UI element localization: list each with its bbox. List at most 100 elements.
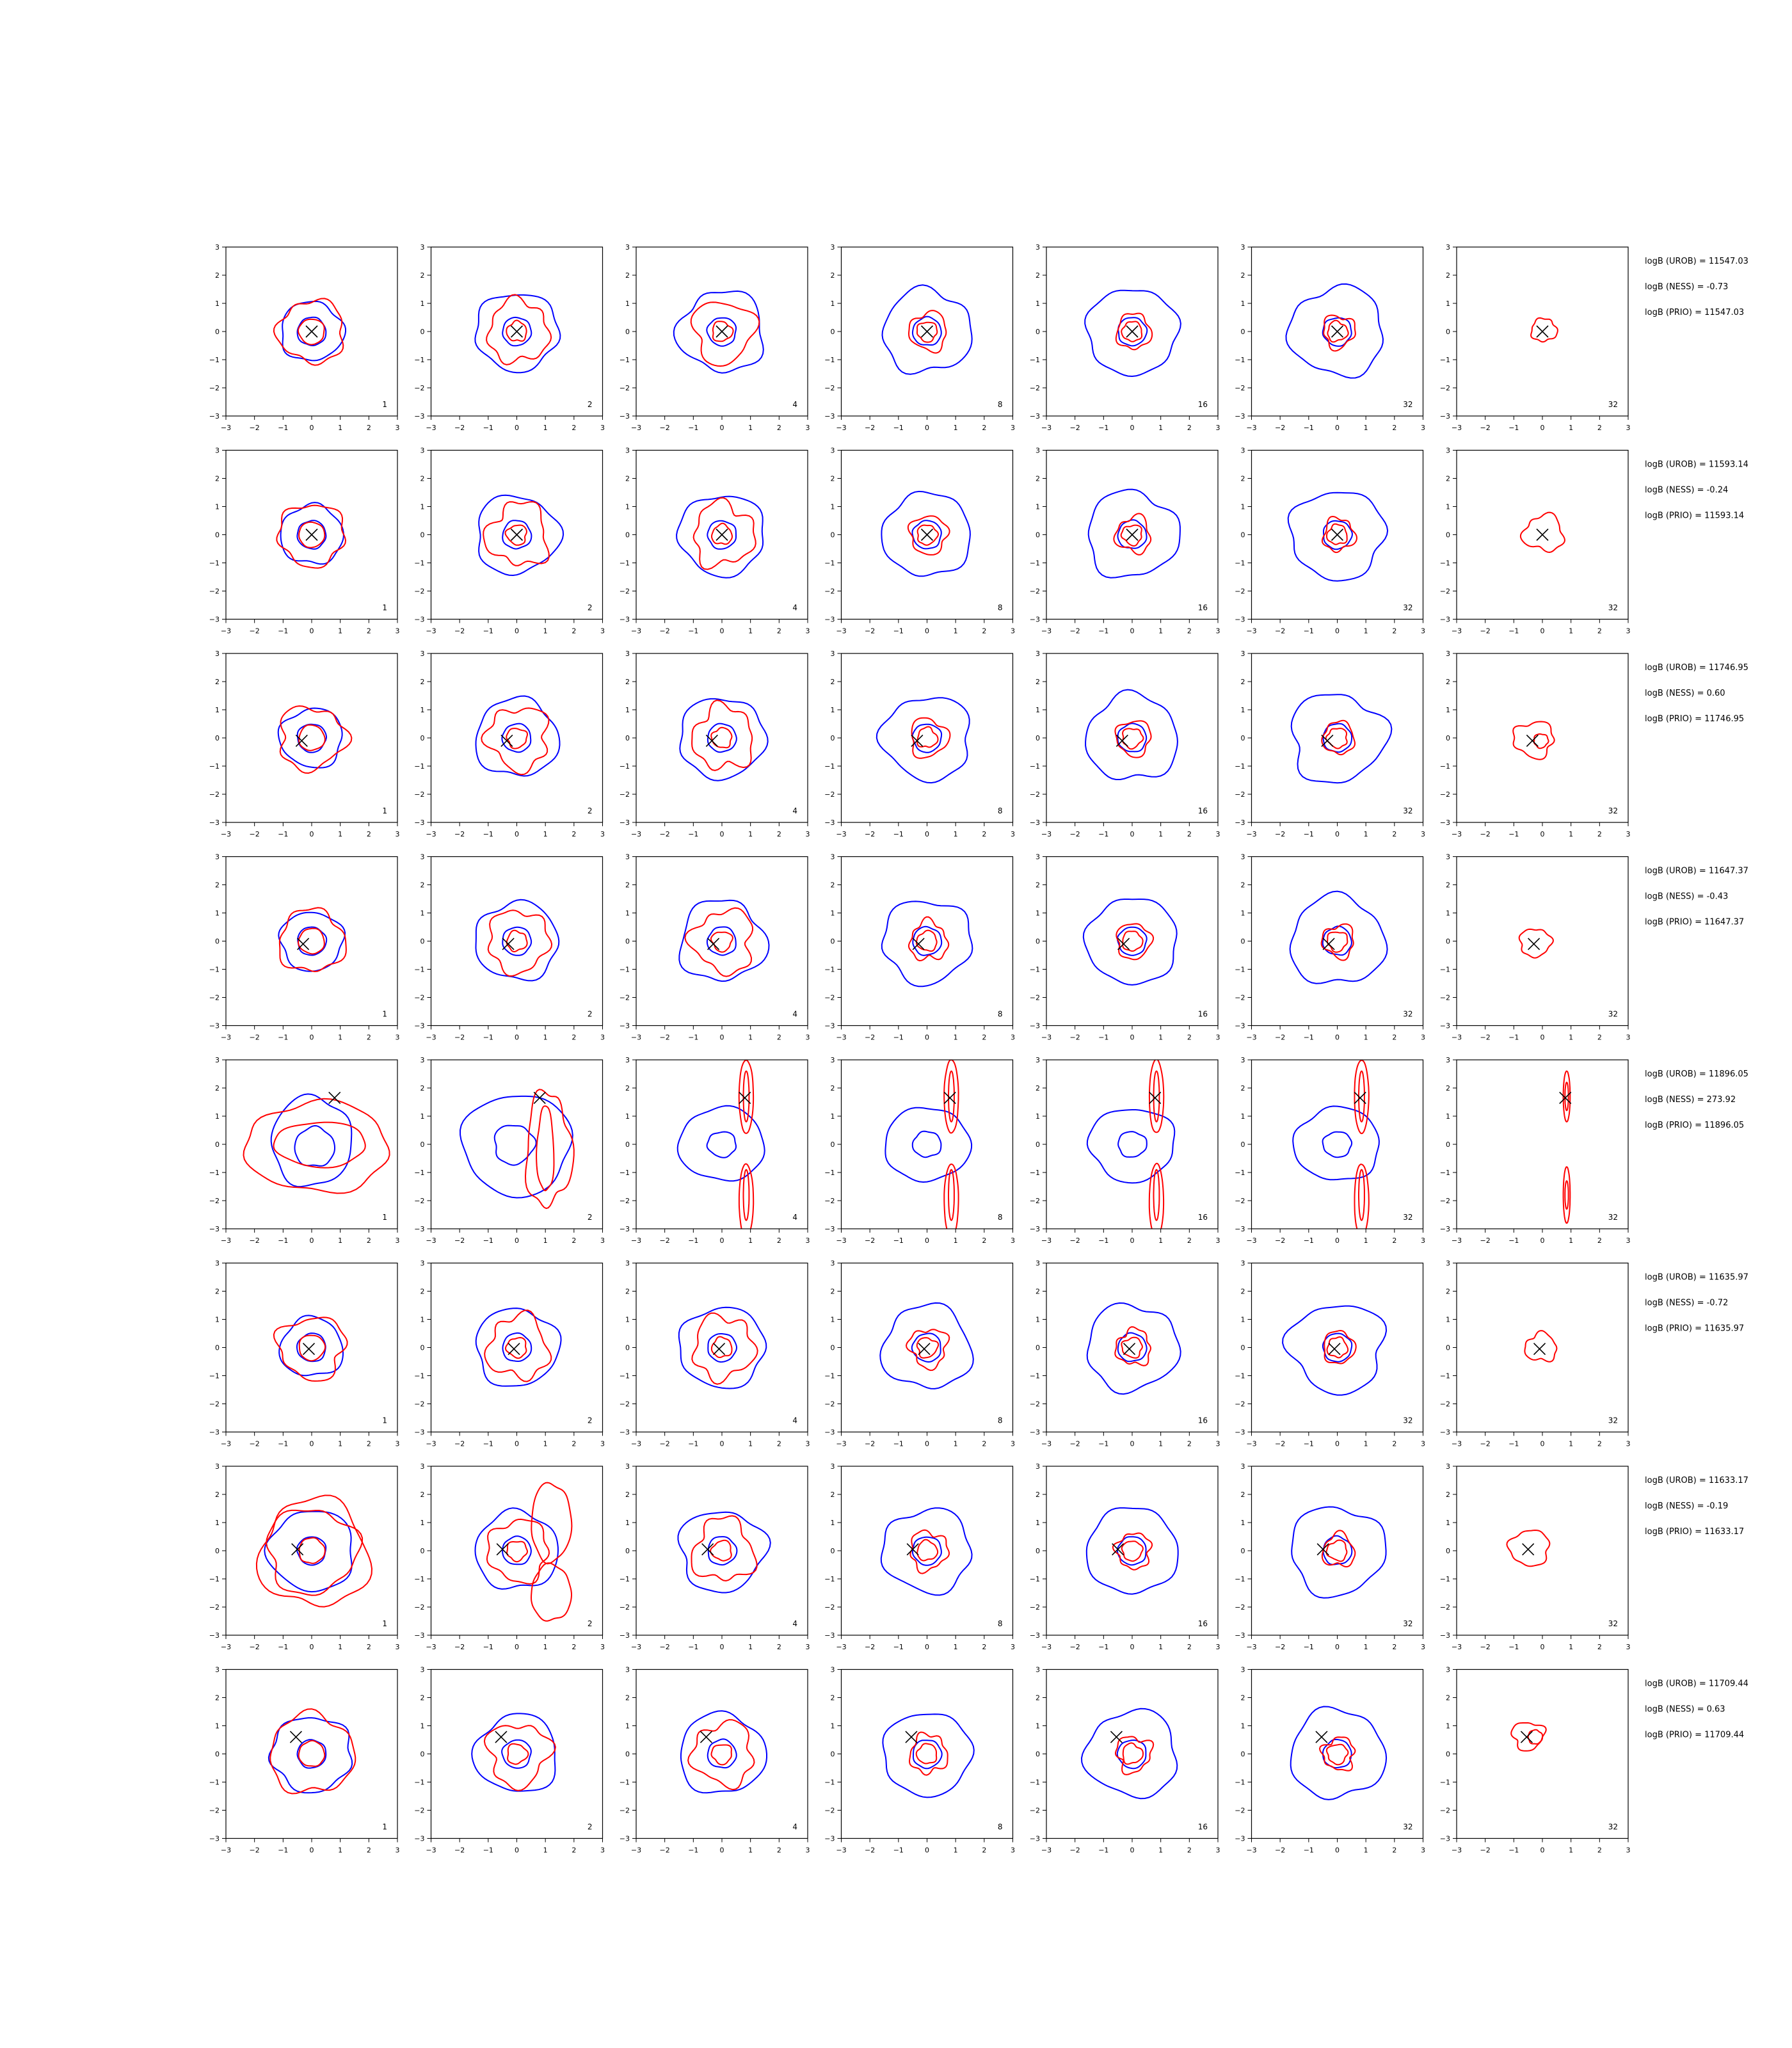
x-tick-label: −2 xyxy=(1275,1643,1285,1651)
y-tick-label: 2 xyxy=(420,475,425,483)
x-tick-label: −1 xyxy=(1508,830,1519,838)
y-tick-label: 3 xyxy=(1241,1666,1245,1674)
blue-contour-line xyxy=(501,1739,532,1769)
panel-r4-c4: −3−3 −2 −2 −1 −1 0 0 1 1 2 2 3 3 8 xyxy=(824,853,1015,1042)
y-tick-label: 3 xyxy=(625,1056,630,1064)
y-tick-label: −3 xyxy=(414,1428,424,1437)
axes-frame xyxy=(840,1466,1014,1636)
y-tick-label: −3 xyxy=(414,1631,424,1640)
y-tick-label: −1 xyxy=(620,1779,630,1787)
y-tick-label: −1 xyxy=(824,1372,835,1380)
x-tick-label: 0 xyxy=(515,1440,519,1448)
blue-contour-line xyxy=(1117,723,1148,753)
blue-contour-line xyxy=(1322,1131,1353,1158)
logB-stat-3: logB (PRIO) = 11593.14 xyxy=(1645,511,1744,521)
panel-sample-count: 8 xyxy=(998,1416,1003,1425)
y-tick-label: 2 xyxy=(215,881,220,890)
x-tick-label: 0 xyxy=(1335,1236,1340,1245)
x-tick-label: −1 xyxy=(1304,1236,1314,1245)
contours xyxy=(1291,1506,1387,1599)
panel-r5-c3: −3−3 −2 −2 −1 −1 0 0 1 1 2 2 3 3 4 xyxy=(620,1056,810,1245)
x-tick-label: 2 xyxy=(1392,627,1396,636)
y-tick-label: −1 xyxy=(620,1575,630,1583)
y-tick-label: 1 xyxy=(831,909,835,918)
panel-sample-count: 16 xyxy=(1198,1823,1208,1832)
x-tick-label: −2 xyxy=(454,424,465,432)
x-tick-label: 3 xyxy=(1421,830,1425,838)
y-tick-label: 2 xyxy=(1036,881,1040,890)
axes-frame xyxy=(840,1059,1014,1229)
y-tick-label: −3 xyxy=(824,616,835,624)
panel-sample-count: 4 xyxy=(792,1416,797,1425)
blue-contour-line xyxy=(296,520,327,550)
x-tick-label: −1 xyxy=(1098,830,1108,838)
x-tick-label: −2 xyxy=(1275,1440,1285,1448)
x-tick-label: −1 xyxy=(1098,1034,1108,1042)
blue-contour-line xyxy=(1117,1131,1148,1158)
contours xyxy=(677,1511,771,1594)
x-tick-label: −3 xyxy=(221,830,231,838)
y-tick-label: 0 xyxy=(1036,1750,1040,1759)
y-tick-label: 1 xyxy=(831,1722,835,1731)
red-contour-line xyxy=(506,929,528,953)
contours xyxy=(243,1093,390,1194)
y-tick-label: −2 xyxy=(1235,1400,1245,1409)
y-tick-label: −3 xyxy=(1235,819,1245,827)
logB-stat-1: logB (UROB) = 11633.17 xyxy=(1645,1476,1748,1485)
x-tick-label: 3 xyxy=(1216,1643,1220,1651)
x-tick-label: −2 xyxy=(454,1034,465,1042)
contours xyxy=(881,490,971,577)
panel-sample-count: 32 xyxy=(1608,604,1618,612)
axes-frame xyxy=(1251,1668,1424,1839)
y-tick-label: 3 xyxy=(1036,1056,1040,1064)
marker-cross xyxy=(911,734,924,747)
x-tick-label: −1 xyxy=(278,424,288,432)
marker-cross xyxy=(920,528,934,541)
red-contour-line xyxy=(504,1336,527,1359)
y-tick-label: 2 xyxy=(831,1084,835,1092)
y-tick-label: 3 xyxy=(1036,447,1040,455)
y-tick-label: 1 xyxy=(1241,300,1245,308)
y-tick-label: 3 xyxy=(215,1260,220,1268)
x-tick-label: 2 xyxy=(1392,1236,1396,1245)
x-tick-label: 3 xyxy=(1421,1236,1425,1245)
y-tick-label: −2 xyxy=(1235,994,1245,1002)
y-tick-label: −1 xyxy=(1235,1169,1245,1177)
y-tick-label: 0 xyxy=(215,734,220,742)
red-contour-line xyxy=(710,1336,733,1358)
axes-frame xyxy=(636,1668,808,1839)
red-contour-line xyxy=(481,707,550,776)
panel-row-4: −3−3−2−2−1−1001122331−3−3−2−2−1−10011223… xyxy=(209,853,1748,1042)
x-tick-label: 0 xyxy=(310,1846,314,1855)
x-tick-label: −1 xyxy=(483,830,493,838)
red-contour-line xyxy=(1564,1082,1569,1112)
y-tick-label: −2 xyxy=(1030,1807,1040,1815)
y-tick-label: 0 xyxy=(625,1140,630,1149)
x-tick-label: 3 xyxy=(806,1034,810,1042)
x-tick-label: −3 xyxy=(221,1440,231,1448)
y-tick-label: −2 xyxy=(620,588,630,596)
blue-contour-line xyxy=(1116,1740,1147,1770)
panel-r8-c6: −3−3 −2 −2 −1 −1 0 0 1 1 2 2 3 3 32 xyxy=(1235,1666,1425,1855)
x-tick-label: 3 xyxy=(600,830,605,838)
contours xyxy=(1085,1507,1179,1595)
x-tick-label: −3 xyxy=(631,627,641,636)
red-contour-line xyxy=(1506,1529,1551,1567)
y-tick-label: 1 xyxy=(831,706,835,714)
red-contour-line xyxy=(1354,1060,1370,1135)
axes-frame xyxy=(1456,856,1629,1027)
x-tick-label: 1 xyxy=(748,1034,753,1042)
x-tick-label: 0 xyxy=(1540,830,1545,838)
y-tick-label: 0 xyxy=(215,531,220,540)
y-tick-label: −3 xyxy=(1235,412,1245,420)
x-tick-label: −1 xyxy=(1508,627,1519,636)
red-contour-line xyxy=(1114,1736,1155,1775)
y-tick-label: 2 xyxy=(1446,271,1450,280)
contours xyxy=(1080,1708,1178,1800)
y-tick-label: −1 xyxy=(824,762,835,771)
contours xyxy=(676,1060,765,1229)
y-tick-label: −3 xyxy=(620,1225,630,1233)
x-tick-label: 3 xyxy=(1011,627,1015,636)
x-tick-label: 3 xyxy=(1626,1034,1631,1042)
